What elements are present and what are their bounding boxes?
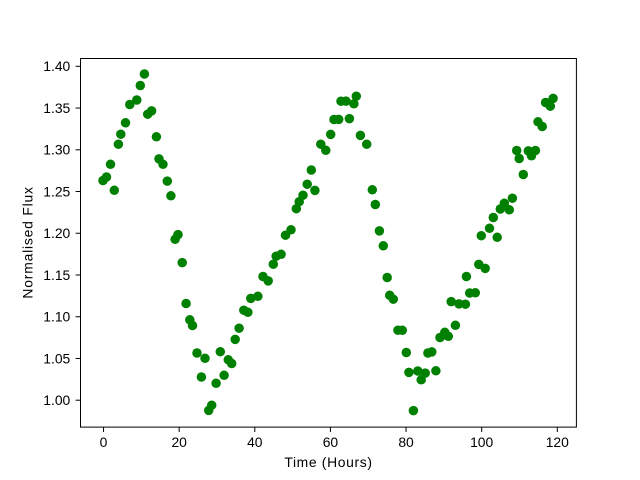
svg-text:1.30: 1.30: [43, 142, 70, 158]
svg-text:1.40: 1.40: [43, 58, 70, 74]
svg-text:1.15: 1.15: [43, 267, 70, 283]
svg-text:1.25: 1.25: [43, 183, 70, 199]
svg-text:1.05: 1.05: [43, 350, 70, 366]
svg-text:1.20: 1.20: [43, 225, 70, 241]
svg-text:1.10: 1.10: [43, 309, 70, 325]
svg-text:20: 20: [171, 434, 187, 450]
svg-text:Time (Hours): Time (Hours): [284, 454, 372, 470]
svg-text:1.35: 1.35: [43, 100, 70, 116]
svg-text:100: 100: [470, 434, 493, 450]
svg-text:60: 60: [323, 434, 339, 450]
svg-text:0: 0: [100, 434, 108, 450]
svg-text:1.00: 1.00: [43, 392, 70, 408]
svg-text:40: 40: [247, 434, 263, 450]
svg-text:Normalised Flux: Normalised Flux: [19, 186, 35, 298]
svg-text:120: 120: [546, 434, 569, 450]
svg-text:80: 80: [398, 434, 414, 450]
